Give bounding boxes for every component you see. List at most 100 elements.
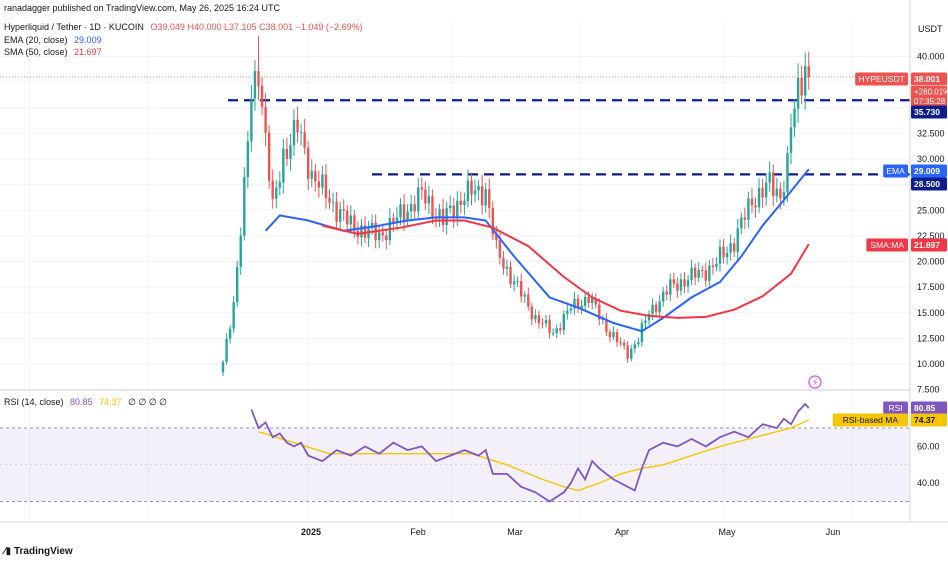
candle-body xyxy=(292,119,296,146)
candle-body xyxy=(725,252,729,258)
price-tick-label: 10.000 xyxy=(917,359,945,369)
symbol-line: Hyperliquid / Tether · 1D · KUCOIN O39.0… xyxy=(4,22,363,33)
candle-body xyxy=(221,361,225,373)
candle-body xyxy=(470,180,473,195)
countdown-timer: 07:35:28 xyxy=(914,97,946,106)
candle-body xyxy=(346,210,349,225)
candle-body xyxy=(424,189,427,204)
sma-value: 21.697 xyxy=(914,240,940,250)
candle-body xyxy=(278,182,281,188)
axes: USDT40.00037.50035.00032.50030.00027.500… xyxy=(0,0,948,537)
rsi-ma-value: 74.37 xyxy=(914,415,936,425)
candle-body xyxy=(562,313,565,331)
candle-body xyxy=(260,85,264,107)
candle-body xyxy=(246,141,250,178)
support-value-tag xyxy=(911,177,947,191)
candle-body xyxy=(275,187,278,199)
candle-body xyxy=(452,205,455,219)
candle-body xyxy=(228,328,232,339)
candle-body xyxy=(509,266,512,285)
tradingview-logo[interactable]: ⁄▮ TradingView xyxy=(4,546,73,557)
candle-body xyxy=(722,246,725,258)
candle-body xyxy=(676,283,679,291)
candle-body xyxy=(335,201,338,222)
candle-body xyxy=(541,323,544,325)
sma-50-line xyxy=(322,219,810,319)
candle-body xyxy=(704,270,707,281)
candle-body xyxy=(669,279,672,295)
tradingview-icon: ⁄▮ xyxy=(4,546,12,557)
candle-body xyxy=(480,186,484,206)
candle-body xyxy=(502,257,505,269)
price-tick-label: 17.500 xyxy=(917,282,945,292)
candle-body xyxy=(491,207,494,235)
candle-body xyxy=(402,204,406,222)
publisher-text: ranadagger published on TradingView.com,… xyxy=(4,3,281,13)
price-tick-label: 22.500 xyxy=(917,231,945,241)
close-value: C38.001 xyxy=(259,22,294,32)
candle-body xyxy=(310,171,313,179)
ema-value-tag xyxy=(911,164,947,178)
candle-body xyxy=(733,243,736,252)
candle-body xyxy=(321,174,324,188)
candle-body xyxy=(523,294,526,297)
rsi-tick-label: 40.00 xyxy=(917,478,940,488)
ema-name-tag xyxy=(883,164,908,178)
candle-body xyxy=(658,301,661,313)
candle-body xyxy=(754,205,757,208)
hypeusdt-name: HYPEUSDT xyxy=(858,74,904,84)
candle-body xyxy=(409,204,413,212)
candle-body xyxy=(693,267,697,278)
candle-body xyxy=(232,302,235,329)
candle-body xyxy=(395,217,399,223)
candle-body xyxy=(303,132,306,148)
candle-body xyxy=(282,148,285,183)
candle-body xyxy=(285,148,289,160)
candle-body xyxy=(236,266,239,303)
rsi-tick-label: 60.00 xyxy=(917,441,940,451)
candle-body xyxy=(715,263,718,267)
candle-body xyxy=(576,298,580,309)
candle-body xyxy=(615,332,619,343)
change-value: −1.049 (−2.69%) xyxy=(295,22,363,32)
rsi-extra-values: ∅ ∅ ∅ ∅ xyxy=(128,397,168,407)
candle-body xyxy=(580,305,583,309)
open-value: O39.049 xyxy=(150,22,185,32)
candle-body xyxy=(750,198,754,206)
hypeusdt-value-tag xyxy=(911,72,947,86)
rsi-legend[interactable]: RSI (14, close) 80.85 74.37 ∅ ∅ ∅ ∅ xyxy=(4,397,167,408)
candle-body xyxy=(342,209,345,211)
candle-body xyxy=(647,313,651,321)
support-value: 28.500 xyxy=(914,179,940,189)
candle-body xyxy=(299,132,303,134)
candle-body xyxy=(786,153,789,192)
ema-legend-value: 29.009 xyxy=(74,35,102,45)
rsi-legend-value: 80.85 xyxy=(70,397,93,407)
candle-body xyxy=(349,215,352,225)
candle-body xyxy=(551,333,555,335)
candle-body xyxy=(796,77,800,109)
countdown-tag xyxy=(911,86,947,106)
candle-body xyxy=(253,71,257,99)
hypeusdt-name-tag xyxy=(855,72,908,86)
time-tick-label: 2025 xyxy=(301,527,321,537)
candle-body xyxy=(392,218,395,223)
candle-body xyxy=(317,181,321,188)
candle-body xyxy=(800,77,803,96)
candle-body xyxy=(420,187,423,190)
candle-body xyxy=(271,180,274,199)
candle-body xyxy=(328,198,331,203)
candle-body xyxy=(459,200,463,206)
price-tick-label: 15.000 xyxy=(917,308,945,318)
hypeusdt-value: 38.001 xyxy=(914,74,940,84)
candle-body xyxy=(708,265,711,281)
time-tick-label: Mar xyxy=(507,527,523,537)
candle-body xyxy=(594,298,597,305)
sma-legend[interactable]: SMA (50, close) 21.697 xyxy=(4,47,102,58)
candle-body xyxy=(370,222,374,229)
candle-body xyxy=(612,332,615,338)
candle-body xyxy=(257,71,260,86)
candle-body xyxy=(566,310,569,314)
ema-legend[interactable]: EMA (20, close) 29.009 xyxy=(4,35,102,46)
ema-label: EMA (20, close) xyxy=(4,35,68,45)
